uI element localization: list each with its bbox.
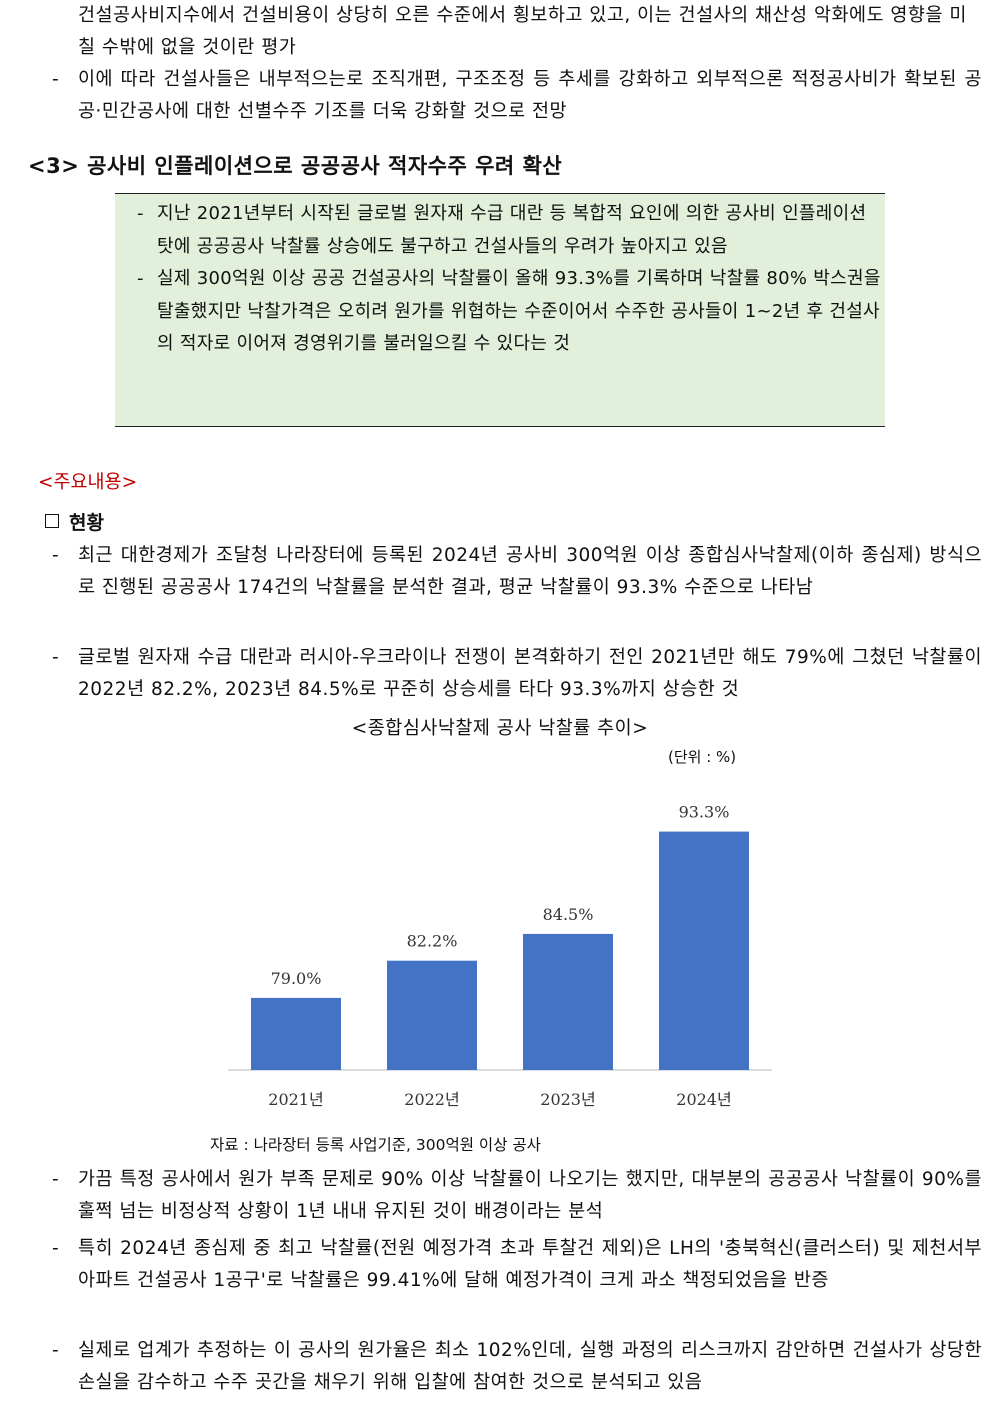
intro-bullet: - 이에 따라 건설사들은 내부적으는로 조직개편, 구조조정 등 추세를 강화… [52, 64, 982, 127]
x-tick-label: 2022년 [404, 1090, 459, 1109]
bullet-text: 실제로 업계가 추정하는 이 공사의 원가율은 최소 102%인데, 실행 과정… [78, 1340, 982, 1393]
intro-paragraph-continued: 건설공사비지수에서 건설비용이 상당히 오른 수준에서 횡보하고 있고, 이는 … [78, 5, 967, 58]
bullet-dash: - [137, 203, 144, 224]
major-content-label: <주요내용> [38, 472, 138, 493]
bar-value-label: 93.3% [679, 803, 730, 822]
x-tick-label: 2021년 [268, 1090, 323, 1109]
bullet-paragraph: - 가끔 특정 공사에서 원가 부족 문제로 90% 이상 낙찰률이 나오기는 … [52, 1164, 982, 1227]
bullet-text: 가끔 특정 공사에서 원가 부족 문제로 90% 이상 낙찰률이 나오기는 했지… [78, 1169, 982, 1222]
bar-2023년 [523, 933, 613, 1070]
bullet-text: 특히 2024년 종심제 중 최고 낙찰률(전원 예정가격 초과 투찰건 제외)… [78, 1238, 982, 1291]
x-tick-label: 2024년 [676, 1090, 731, 1109]
bar-value-label: 79.0% [271, 969, 322, 988]
summary-item: - 지난 2021년부터 시작된 글로벌 원자재 수급 대란 등 복합적 요인에… [137, 198, 882, 263]
bullet-dash: - [52, 545, 60, 566]
bar-2022년 [387, 960, 477, 1070]
bullet-paragraph: - 실제로 업계가 추정하는 이 공사의 원가율은 최소 102%인데, 실행 … [52, 1335, 982, 1398]
summary-item-text: 지난 2021년부터 시작된 글로벌 원자재 수급 대란 등 복합적 요인에 의… [157, 203, 867, 257]
bullet-paragraph: - 특히 2024년 종심제 중 최고 낙찰률(전원 예정가격 초과 투찰건 제… [52, 1233, 982, 1296]
chart-source: 자료 : 나라장터 등록 사업기준, 300억원 이상 공사 [210, 1136, 541, 1154]
bullet-paragraph: - 글로벌 원자재 수급 대란과 러시아-우크라이나 전쟁이 본격화하기 전인 … [52, 642, 982, 705]
chart-title: <종합심사낙찰제 공사 낙찰률 추이> [351, 718, 649, 739]
summary-item: - 실제 300억원 이상 공공 건설공사의 낙찰률이 올해 93.3%를 기록… [137, 263, 882, 361]
bullet-dash: - [52, 1238, 60, 1259]
bar-value-label: 82.2% [407, 932, 458, 951]
bar-chart: 79.0% 2021년 82.2% 2022년 84.5% 2023년 93.3% 2024년 [228, 803, 772, 1109]
x-tick-label: 2023년 [540, 1090, 595, 1109]
bullet-dash: - [52, 69, 60, 90]
subsection-heading-text: 현황 [69, 512, 104, 534]
intro-bullet-text: 이에 따라 건설사들은 내부적으는로 조직개편, 구조조정 등 추세를 강화하고… [78, 69, 982, 122]
summary-item-text: 실제 300억원 이상 공공 건설공사의 낙찰률이 올해 93.3%를 기록하며… [157, 268, 881, 354]
bullet-text: 최근 대한경제가 조달청 나라장터에 등록된 2024년 공사비 300억원 이… [78, 545, 982, 598]
bullet-dash: - [52, 1340, 60, 1361]
subsection-heading: 현황 [45, 508, 104, 535]
bullet-dash: - [52, 647, 60, 668]
bullet-dash: - [137, 268, 144, 289]
bar-2021년 [251, 997, 341, 1070]
bullet-paragraph: - 최근 대한경제가 조달청 나라장터에 등록된 2024년 공사비 300억원… [52, 540, 982, 603]
bullet-text: 글로벌 원자재 수급 대란과 러시아-우크라이나 전쟁이 본격화하기 전인 20… [78, 647, 982, 700]
summary-box: - 지난 2021년부터 시작된 글로벌 원자재 수급 대란 등 복합적 요인에… [115, 193, 885, 427]
section-heading: <3> 공사비 인플레이션으로 공공공사 적자수주 우려 확산 [28, 154, 563, 178]
square-bullet-icon [45, 514, 59, 528]
chart-unit: (단위 : %) [668, 748, 737, 766]
bar-2024년 [659, 831, 749, 1070]
bar-value-label: 84.5% [543, 905, 594, 924]
bullet-dash: - [52, 1169, 60, 1190]
